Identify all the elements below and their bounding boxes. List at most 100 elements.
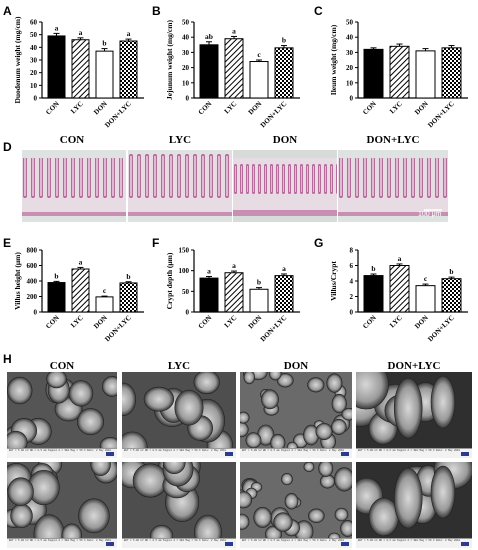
bar-don [415, 285, 436, 313]
y-tick-label: 0 [186, 95, 190, 103]
x-tick-label: CON [361, 100, 378, 117]
x-tick-label: LYC [69, 314, 85, 330]
bar-chart-ileum: 0 10 20 30 40 50 Ileum weight (mg/cm) CON LYC DON… [329, 19, 468, 129]
y-tick-label: 6 [350, 262, 354, 270]
y-tick-label: 40 [30, 44, 38, 52]
x-tick-label: LYC [223, 100, 239, 116]
bar-chart-duodenum: 0 10 20 30 40 50 60 Duodenum weight (mg/cm) a CON… [13, 16, 144, 129]
y-tick-label: 2 [350, 293, 354, 301]
y-axis-label: Ileum weight (mg/cm) [329, 24, 338, 95]
y-tick-label: 150 [179, 247, 190, 255]
histology-image-con [22, 150, 126, 222]
villus-blob [308, 508, 325, 524]
sem-image-don [240, 462, 352, 548]
villus-blob [393, 467, 423, 529]
villus-blob [10, 503, 33, 529]
zeiss-logo-icon [106, 542, 114, 546]
panel-label-c: C [314, 4, 323, 18]
villus-blob [174, 389, 204, 426]
villus-blob [240, 513, 250, 530]
bar-lyc [71, 268, 90, 313]
panel-label-h: H [3, 352, 12, 366]
x-tick-label: LYC [388, 100, 404, 116]
villus-blob [273, 512, 293, 532]
significance-letter: a [232, 261, 236, 270]
y-tick-label: 10 [182, 79, 190, 87]
y-tick-label: 0 [34, 95, 38, 103]
sem-title-lyc: LYC [167, 360, 191, 372]
significance-letter: ab [205, 32, 213, 41]
villus-blob [303, 462, 315, 472]
y-tick-label: 20 [182, 64, 190, 72]
bar-don-lyc [119, 282, 138, 313]
histology-image-don [233, 150, 337, 222]
y-tick-label: 0 [350, 95, 354, 103]
bar-lyc [389, 265, 410, 313]
sem-info-bar: EHT = 5.00 kV WD = 8.5 mm Signal A = SE2… [240, 448, 352, 458]
significance-letter: b [102, 39, 106, 48]
villus-blob [315, 422, 333, 440]
sem-title-don: DON [283, 360, 309, 372]
bar-chart-villus-crypt: 0 2 4 6 8 Villus/Crypt b CON a LYC c DON b DON+LYC [329, 247, 468, 343]
bar-con [199, 44, 219, 99]
bar-lyc [389, 45, 410, 99]
villus-blob [331, 418, 347, 435]
sem-info-bar: EHT = 5.00 kV WD = 8.5 mm Signal A = SE2… [122, 448, 236, 458]
y-axis-label: Villus/Crypt [329, 261, 338, 301]
y-tick-label: 400 [27, 278, 38, 286]
sem-image-con [7, 372, 117, 458]
y-tick-label: 30 [346, 49, 354, 57]
bar-con [47, 35, 66, 99]
significance-letter: c [257, 50, 261, 59]
panel-label-g: G [314, 236, 324, 250]
panel-label-d: D [3, 140, 12, 154]
x-tick-label: DON+LYC [103, 314, 132, 343]
y-tick-label: 600 [27, 262, 38, 270]
bar-lyc [224, 272, 244, 313]
villus-blob [341, 407, 352, 421]
y-tick-label: 4 [350, 278, 354, 286]
x-tick-label: CON [197, 100, 214, 117]
villus-blob [319, 474, 336, 489]
y-axis-label: Duodenum weight (mg/cm) [13, 16, 22, 104]
x-tick-label: LYC [69, 100, 85, 116]
x-tick-label: DON [92, 314, 109, 331]
villus-blob [318, 462, 334, 477]
y-tick-label: 30 [182, 49, 190, 57]
villus-blob [162, 462, 186, 475]
sem-title-don-lyc: DON+LYC [387, 360, 441, 372]
significance-letter: a [127, 29, 131, 38]
y-tick-label: 40 [346, 34, 354, 42]
sem-image-lyc [122, 462, 236, 548]
histology-title-don: DON [272, 134, 298, 146]
zeiss-logo-icon [341, 452, 349, 456]
villus-blob [393, 377, 423, 439]
villus-blob [284, 493, 299, 510]
sem-image-con [7, 462, 117, 548]
sem-info-bar: EHT = 5.00 kV WD = 8.5 mm Signal A = SE2… [7, 538, 117, 548]
sem-info-bar: EHT = 5.00 kV WD = 8.5 mm Signal A = SE2… [122, 538, 236, 548]
significance-letter: a [79, 257, 83, 266]
villus-blob [331, 393, 347, 414]
villus-blob [334, 467, 352, 492]
bar-chart-villus-height: 0 200 400 600 800 Villus height (μm) b CON a LYC c… [13, 247, 144, 343]
villus-blob [253, 506, 272, 528]
y-tick-label: 8 [350, 247, 354, 255]
villus-blob [261, 389, 279, 410]
bar-don-lyc [274, 275, 294, 313]
histology-title-con: CON [59, 134, 85, 146]
villus-blob [7, 477, 34, 506]
bar-don [95, 50, 114, 99]
zeiss-logo-icon [225, 452, 233, 456]
villus-blob [430, 375, 456, 429]
histology-scale-label: 100 μm [418, 211, 442, 218]
villus-blob [334, 507, 349, 522]
villus-blob [356, 372, 389, 410]
significance-letter: a [398, 254, 402, 263]
bar-chart-jejunum: 0 10 20 30 40 50 Jejunum weight (mg/cm) ab CON a L… [165, 19, 300, 129]
bar-don [249, 288, 269, 313]
y-tick-label: 50 [182, 19, 190, 27]
histology-title-lyc: LYC [168, 134, 192, 146]
sem-image-don-lyc [356, 462, 472, 548]
y-tick-label: 40 [182, 34, 190, 42]
